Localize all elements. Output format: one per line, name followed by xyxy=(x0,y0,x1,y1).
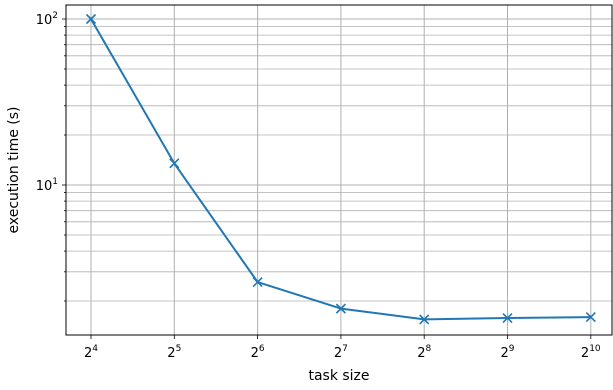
x-tick-label: 28 xyxy=(417,344,431,361)
x-axis-label: task size xyxy=(308,368,369,384)
grid xyxy=(66,5,612,335)
x-tick-label: 24 xyxy=(84,344,98,361)
data-point-marker xyxy=(169,158,180,169)
data-point-marker xyxy=(335,303,346,314)
series xyxy=(85,13,596,325)
x-tick-label: 29 xyxy=(500,344,514,361)
data-point-marker xyxy=(502,312,513,324)
data-point-marker xyxy=(419,314,430,325)
x-tick-label: 26 xyxy=(251,344,265,361)
y-tick-label: 101 xyxy=(36,177,58,194)
y-tick-label: 102 xyxy=(36,11,58,28)
x-tick-label: 27 xyxy=(334,344,348,361)
data-point-marker xyxy=(585,312,596,323)
y-axis-label: execution time (s) xyxy=(6,107,22,234)
y-tick-labels: 101 102 xyxy=(36,11,58,194)
data-point-marker xyxy=(85,13,97,25)
x-tick-label: 210 xyxy=(581,344,601,361)
data-point-marker xyxy=(252,277,263,288)
plot-frame xyxy=(65,4,613,336)
x-tick-label: 25 xyxy=(167,344,181,361)
x-tick-labels: 24 25 26 27 28 29 210 xyxy=(84,344,601,361)
